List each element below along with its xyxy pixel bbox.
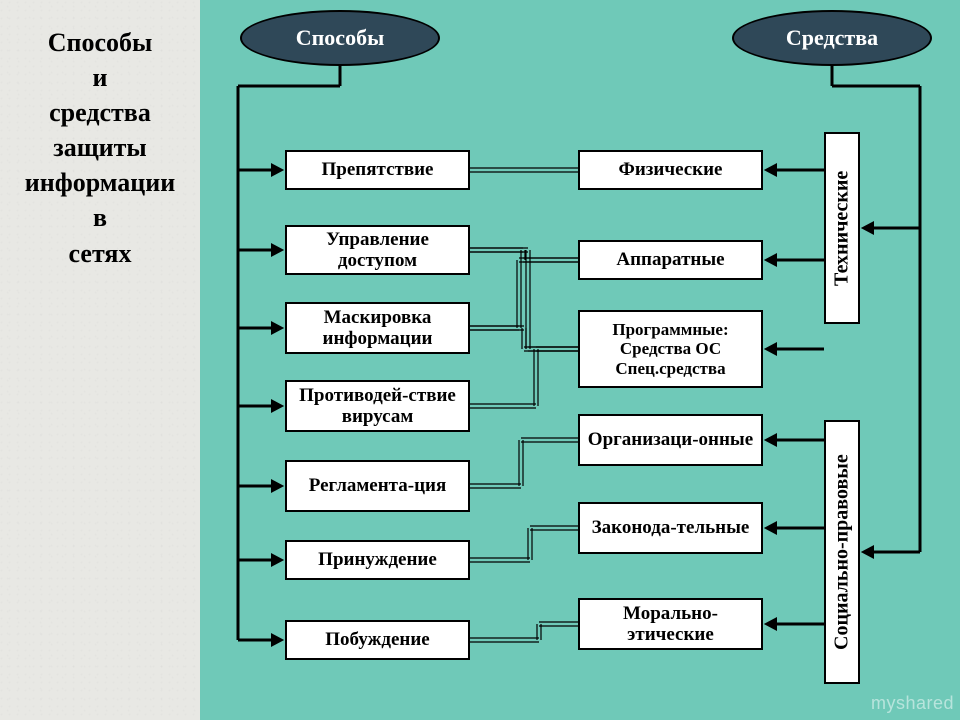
method-box-3: Противодей-ствие вирусам (285, 380, 470, 432)
vbox-technical: Технические (824, 132, 860, 324)
method-box-2: Маскировка информации (285, 302, 470, 354)
diagram-area: Способы Средства Препятствие Управление дос… (200, 0, 960, 720)
method-box-6: Побуждение (285, 620, 470, 660)
means-box-3: Организаци-онные (578, 414, 763, 466)
vbox-social: Социально-правовые (824, 420, 860, 684)
method-box-1: Управление доступом (285, 225, 470, 275)
oval-methods: Способы (240, 10, 440, 66)
watermark: myshared (871, 693, 954, 714)
means-box-4: Законода-тельные (578, 502, 763, 554)
oval-means: Средства (732, 10, 932, 66)
means-box-1: Аппаратные (578, 240, 763, 280)
means-box-0: Физические (578, 150, 763, 190)
method-box-4: Регламента-ция (285, 460, 470, 512)
title-sidebar: Способыисредствазащитыинформациивсетях (0, 0, 200, 720)
means-box-5: Морально-этические (578, 598, 763, 650)
page-title: Способыисредствазащитыинформациивсетях (8, 25, 192, 271)
means-box-2: Программные: Средства ОС Спец.средства (578, 310, 763, 388)
method-box-5: Принуждение (285, 540, 470, 580)
method-box-0: Препятствие (285, 150, 470, 190)
